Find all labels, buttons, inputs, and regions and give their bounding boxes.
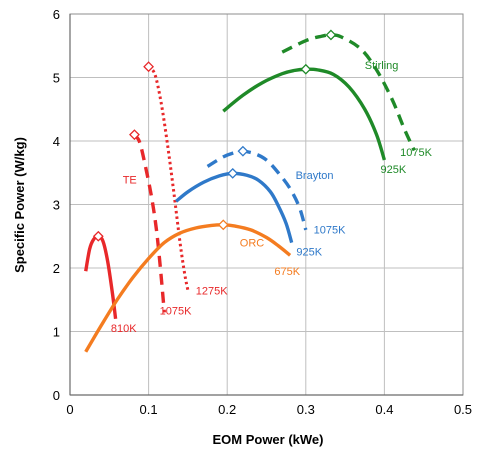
- annotation-label: Brayton: [296, 170, 334, 182]
- series-line-te-1075k: [131, 133, 167, 313]
- annotation-label: 1275K: [196, 286, 228, 298]
- y-tick-label: 2: [53, 261, 60, 276]
- series-line-orc-675k: [84, 223, 292, 353]
- annotation-label: 925K: [380, 164, 406, 176]
- x-tick-label: 0.3: [297, 402, 315, 417]
- x-tick-label: 0.4: [375, 402, 393, 417]
- optimum-marker-orc-675k: [217, 219, 229, 231]
- x-tick-label: 0.1: [140, 402, 158, 417]
- x-tick-label: 0: [66, 402, 73, 417]
- annotation-label: 925K: [296, 246, 322, 258]
- marker-layer: [92, 29, 337, 242]
- x-tick-label: 0.2: [218, 402, 236, 417]
- series-layer: [84, 33, 416, 353]
- y-tick-label: 1: [53, 325, 60, 340]
- y-tick-label: 5: [53, 71, 60, 86]
- optimum-marker-brayton-1075k: [237, 145, 249, 157]
- series-line-brayton-925k: [175, 171, 294, 244]
- annotation-label: ORC: [240, 237, 265, 249]
- series-line-stirling-925k: [222, 67, 387, 161]
- series-line-brayton-1075k: [206, 149, 308, 231]
- x-tick-label: 0.5: [454, 402, 472, 417]
- y-tick-label: 6: [53, 7, 60, 22]
- axes: [69, 13, 464, 396]
- series-line-te-1275k: [147, 65, 190, 291]
- annotation-label: 1075K: [160, 305, 192, 317]
- annotation-label: 810K: [111, 323, 137, 335]
- annotation-label: 675K: [274, 266, 300, 278]
- tick-label-layer: 0 0.1 0.2 0.3 0.4 0.5 0 1 2 3 4 5 6: [53, 7, 472, 417]
- annotation-label: TE: [123, 175, 137, 187]
- annotation-layer: TE 810K 1075K 1275K ORC 675K Brayton 925K 1075K S…: [111, 60, 433, 335]
- optimum-marker-stirling-925k: [300, 63, 312, 75]
- annotation-label: Stirling: [365, 60, 399, 72]
- annotation-label: 1075K: [400, 147, 432, 159]
- optimum-marker-te-810k: [92, 230, 104, 242]
- optimum-marker-te-1275k: [143, 61, 155, 73]
- y-tick-label: 4: [53, 134, 60, 149]
- optimum-marker-brayton-925k: [227, 167, 239, 179]
- y-tick-label: 0: [53, 388, 60, 403]
- x-axis-title: EOM Power (kWe): [212, 432, 323, 447]
- y-axis-title: Specific Power (W/kg): [12, 137, 27, 273]
- series-line-stirling-1075k: [281, 33, 416, 152]
- annotation-label: 1075K: [314, 225, 346, 237]
- optimum-marker-stirling-1075k: [325, 29, 337, 41]
- optimum-marker-te-1075k: [129, 129, 140, 141]
- y-tick-label: 3: [53, 198, 60, 213]
- grid-lines: [70, 13, 464, 395]
